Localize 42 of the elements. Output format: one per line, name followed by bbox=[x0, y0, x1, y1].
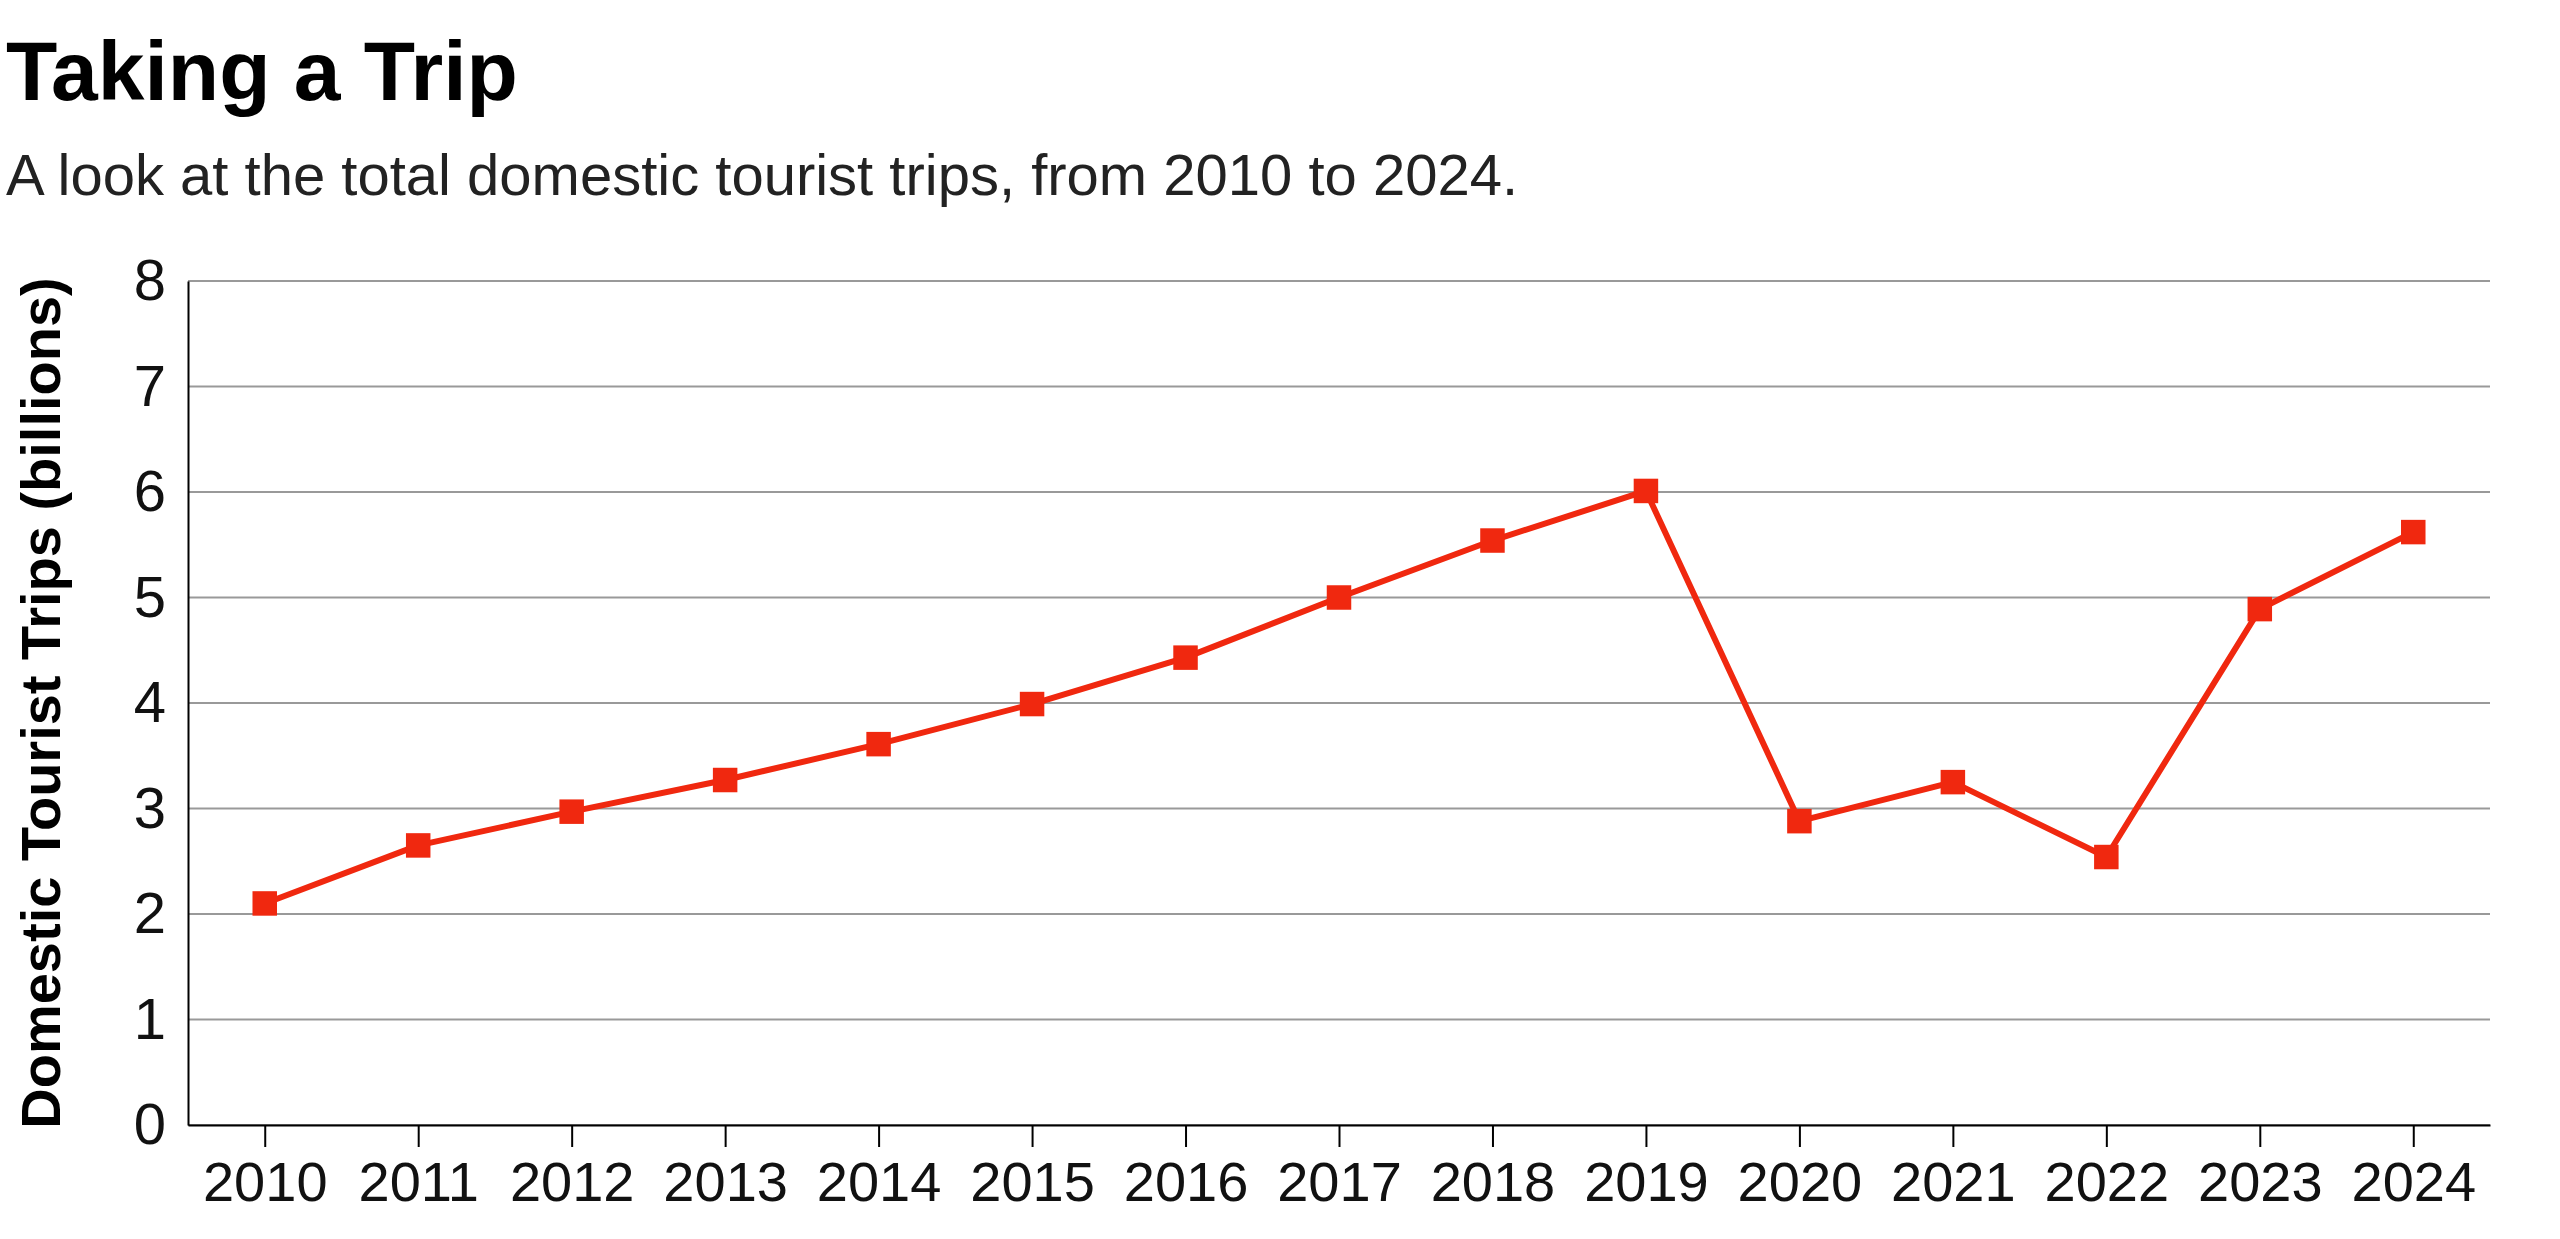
x-tick-label: 2015 bbox=[970, 1149, 1095, 1213]
x-tick-label: 2016 bbox=[1123, 1149, 1249, 1213]
y-tick-label: 0 bbox=[133, 1091, 166, 1157]
x-tick-label: 2014 bbox=[816, 1149, 942, 1213]
point bbox=[2094, 844, 2119, 870]
point bbox=[559, 799, 584, 824]
point bbox=[866, 731, 891, 757]
x-tick-label: 2011 bbox=[358, 1149, 479, 1213]
x-tick-label: 2018 bbox=[1430, 1149, 1556, 1213]
point bbox=[1480, 528, 1505, 553]
y-tick-label: 4 bbox=[133, 669, 166, 735]
point bbox=[1633, 478, 1659, 504]
x-tick-label: 2017 bbox=[1277, 1149, 1402, 1213]
y-tick-label: 1 bbox=[133, 985, 166, 1051]
point bbox=[1019, 691, 1045, 717]
point bbox=[2401, 519, 2426, 545]
point bbox=[1940, 769, 1966, 795]
x-tick-label: 2021 bbox=[1891, 1149, 2016, 1213]
y-tick-label: 5 bbox=[133, 563, 166, 629]
y-tick-label: 2 bbox=[133, 880, 166, 946]
point bbox=[405, 833, 431, 858]
y-tick-label: 7 bbox=[133, 352, 166, 418]
x-tick-label: 2023 bbox=[2198, 1149, 2323, 1213]
x-tick-label: 2012 bbox=[509, 1149, 635, 1213]
x-tick-label: 2013 bbox=[663, 1149, 788, 1213]
point bbox=[1326, 585, 1352, 610]
point bbox=[1787, 808, 1812, 834]
y-tick-label: 3 bbox=[133, 774, 166, 840]
chart-title: Taking a Trip bbox=[6, 24, 518, 118]
x-tick-label: 2020 bbox=[1737, 1149, 1863, 1213]
x-tick-label: 2010 bbox=[202, 1149, 328, 1213]
point bbox=[252, 891, 277, 916]
point bbox=[2247, 596, 2273, 622]
x-tick-label: 2019 bbox=[1584, 1149, 1709, 1213]
x-tick-label: 2022 bbox=[2044, 1149, 2170, 1213]
y-tick-label: 6 bbox=[133, 458, 166, 524]
y-tick-label: 8 bbox=[133, 247, 166, 313]
point bbox=[1173, 645, 1198, 670]
x-tick-label: 2024 bbox=[2351, 1149, 2477, 1213]
chart-subtitle: A look at the total domestic tourist trips, from 2010 to 2024. bbox=[6, 142, 1519, 207]
y-axis-title: Domestic Tourist Trips (billions) bbox=[9, 277, 72, 1129]
point bbox=[712, 767, 738, 793]
